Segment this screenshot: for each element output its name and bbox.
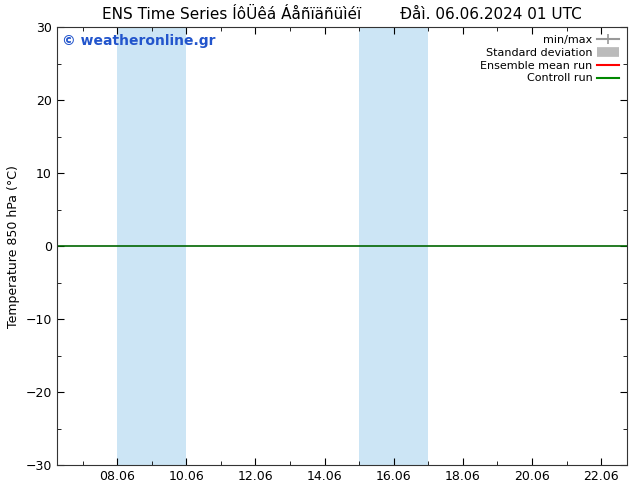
Y-axis label: Temperature 850 hPa (°C): Temperature 850 hPa (°C) xyxy=(7,165,20,328)
Legend: min/max, Standard deviation, Ensemble mean run, Controll run: min/max, Standard deviation, Ensemble me… xyxy=(478,33,621,86)
Bar xyxy=(117,27,186,465)
Text: © weatheronline.gr: © weatheronline.gr xyxy=(62,34,216,48)
Title: ENS Time Series ÍôÜêá Áåñïäñüìéï        Ðåì. 06.06.2024 01 UTC: ENS Time Series ÍôÜêá Áåñïäñüìéï Ðåì. 06… xyxy=(102,7,582,22)
Bar xyxy=(359,27,429,465)
